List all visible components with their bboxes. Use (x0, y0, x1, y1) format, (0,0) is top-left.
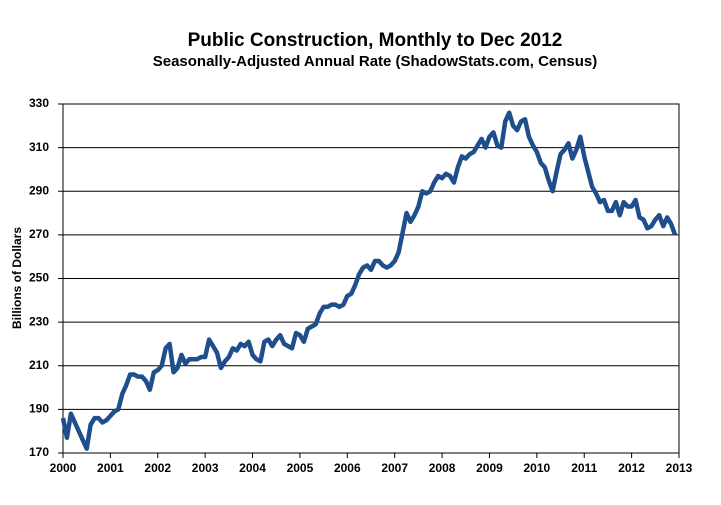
x-tick-label: 2011 (571, 461, 597, 475)
y-tick-label: 210 (29, 358, 49, 372)
y-tick-label: 230 (29, 314, 49, 328)
chart-subtitle: Seasonally-Adjusted Annual Rate (ShadowS… (153, 53, 598, 70)
y-tick-label: 250 (29, 271, 49, 285)
x-tick-label: 2008 (429, 461, 456, 475)
y-tick-label: 190 (29, 402, 49, 416)
x-tick-label: 2003 (192, 461, 219, 475)
x-tick-label: 2000 (50, 461, 77, 475)
y-axis-label: Billions of Dollars (10, 227, 24, 329)
x-tick-label: 2010 (523, 461, 550, 475)
x-tick-label: 2006 (334, 461, 361, 475)
y-tick-label: 170 (29, 445, 49, 459)
y-tick-label: 330 (29, 96, 49, 110)
x-tick-label: 2004 (239, 461, 266, 475)
x-tick-label: 2013 (666, 461, 693, 475)
y-tick-label: 310 (29, 140, 49, 154)
x-tick-label: 2009 (476, 461, 503, 475)
x-tick-label: 2007 (381, 461, 408, 475)
y-tick-label: 270 (29, 227, 49, 241)
y-tick-label: 290 (29, 183, 49, 197)
x-tick-label: 2002 (144, 461, 171, 475)
chart-title: Public Construction, Monthly to Dec 2012 (188, 30, 563, 51)
data-line (60, 110, 678, 451)
x-tick-label: 2005 (287, 461, 314, 475)
x-tick-label: 2012 (618, 461, 645, 475)
x-tick-label: 2001 (97, 461, 124, 475)
